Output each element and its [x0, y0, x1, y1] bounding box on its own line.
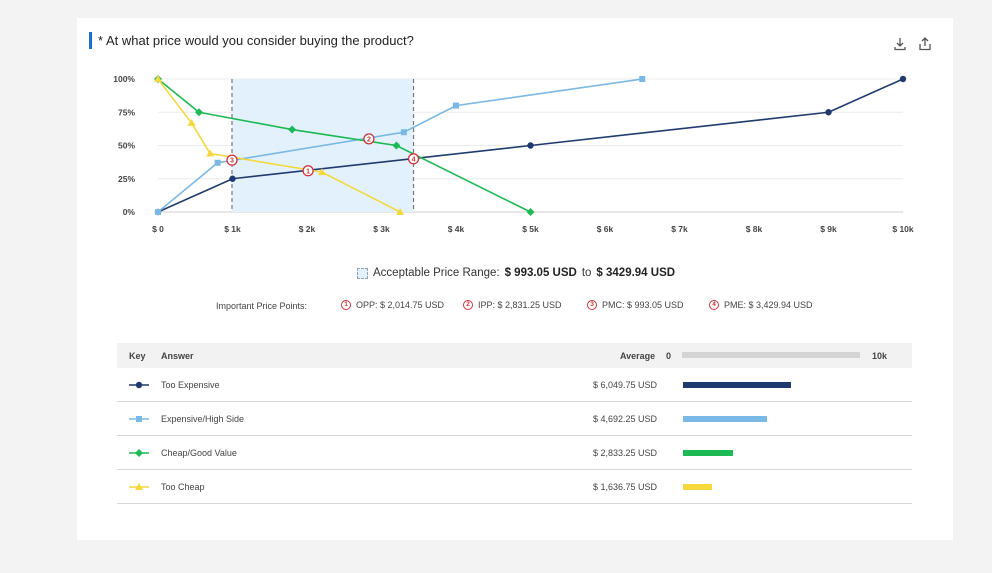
table-row: Too Cheap $ 1,636.75 USD: [117, 471, 912, 504]
header-answer: Answer: [161, 351, 194, 361]
header-scale-max: 10k: [872, 351, 888, 361]
data-point: [194, 108, 203, 117]
data-point: [136, 416, 142, 422]
table-header: Key Answer Average 0 10k: [117, 343, 912, 368]
price-point-opp: 1 OPP: $ 2,014.75 USD: [341, 300, 444, 310]
intersection-marker: [363, 133, 375, 145]
range-label: Acceptable Price Range:: [373, 267, 500, 279]
data-point: [135, 449, 143, 457]
row-average-bar: [683, 484, 713, 490]
data-point: [288, 125, 297, 134]
intersection-marker: [226, 154, 238, 166]
price-point-ipp: 2 IPP: $ 2,831.25 USD: [463, 300, 562, 310]
y-tick-label: 75%: [118, 107, 135, 117]
intersection-number: 3: [230, 158, 234, 165]
price-point-text: PMC: $ 993.05 USD: [602, 300, 684, 310]
price-point-number: 2: [463, 300, 473, 310]
row-answer: Expensive/High Side: [161, 414, 245, 424]
x-tick-label: $ 4k: [448, 224, 465, 234]
legend-key-icon: [129, 483, 149, 490]
data-point: [229, 175, 236, 182]
data-point: [135, 483, 143, 490]
price-point-number: 3: [587, 300, 597, 310]
header-key: Key: [129, 351, 146, 361]
data-point: [825, 109, 832, 116]
row-answer: Too Expensive: [161, 380, 220, 390]
table-row: Cheap/Good Value $ 2,833.25 USD: [117, 437, 912, 470]
data-point: [317, 168, 326, 176]
y-tick-label: 25%: [118, 174, 135, 184]
intersection-marker: [302, 165, 314, 177]
price-point-text: PME: $ 3,429.94 USD: [724, 300, 813, 310]
table-row: Expensive/High Side $ 4,692.25 USD: [117, 403, 912, 436]
price-point-pmc: 3 PMC: $ 993.05 USD: [587, 300, 684, 310]
x-tick-label: $ 3k: [373, 224, 390, 234]
x-tick-label: $ 8k: [746, 224, 763, 234]
data-point: [527, 142, 534, 149]
header-scale-min: 0: [666, 351, 672, 361]
title-accent-bar: [89, 32, 92, 49]
x-tick-label: $ 10k: [892, 224, 914, 234]
legend-key-icon: [129, 416, 149, 422]
data-point: [155, 209, 161, 215]
y-tick-label: 50%: [118, 141, 135, 151]
x-tick-label: $ 6k: [597, 224, 614, 234]
data-point: [453, 102, 459, 109]
data-point: [899, 75, 907, 83]
data-point: [206, 149, 215, 157]
x-tick-label: $ 9k: [820, 224, 837, 234]
x-tick-label: $ 0: [152, 224, 164, 234]
row-average: $ 6,049.75 USD: [593, 380, 658, 390]
data-point: [392, 141, 401, 150]
data-point: [214, 159, 221, 166]
data-point: [154, 75, 162, 82]
price-point-text: IPP: $ 2,831.25 USD: [478, 300, 562, 310]
range-low: $ 993.05 USD: [504, 267, 577, 279]
price-point-number: 1: [341, 300, 351, 310]
row-average: $ 4,692.25 USD: [593, 414, 658, 424]
chart-card: [77, 18, 953, 540]
x-tick-label: $ 1k: [224, 224, 241, 234]
row-average-bar: [683, 450, 734, 456]
price-point-pme: 4 PME: $ 3,429.94 USD: [709, 300, 813, 310]
header-scale-bar: [682, 352, 860, 358]
share-icon[interactable]: [918, 37, 932, 51]
intersection-number: 2: [367, 136, 371, 143]
data-point: [135, 381, 143, 389]
y-tick-label: 100%: [113, 74, 135, 84]
data-point: [639, 76, 646, 82]
intersection-number: 1: [306, 168, 310, 175]
row-answer: Too Cheap: [161, 482, 205, 492]
x-tick-label: $ 7k: [671, 224, 688, 234]
averages-table: Key Answer Average 0 10k Too Expensive $ …: [117, 343, 912, 504]
y-tick-label: 0%: [123, 207, 136, 217]
download-icon[interactable]: [893, 37, 907, 51]
row-average: $ 2,833.25 USD: [593, 448, 658, 458]
table-row: Too Expensive $ 6,049.75 USD: [117, 369, 912, 402]
range-to: to: [581, 267, 592, 279]
data-point: [526, 208, 535, 216]
x-tick-label: $ 5k: [522, 224, 539, 234]
range-swatch-icon: [357, 267, 368, 279]
important-points-label: Important Price Points:: [216, 301, 308, 311]
intersection-marker: [407, 153, 420, 165]
row-answer: Cheap/Good Value: [161, 448, 237, 458]
header-average: Average: [620, 351, 656, 361]
row-average: $ 1,636.75 USD: [593, 482, 658, 492]
price-point-number: 4: [709, 300, 719, 310]
data-point: [396, 208, 405, 215]
row-average-bar: [683, 416, 767, 422]
acceptable-price-range: Acceptable Price Range: $ 993.05 USD to …: [357, 267, 675, 279]
question-title: * At what price would you consider buyin…: [98, 33, 414, 48]
legend-key-icon: [129, 381, 149, 389]
x-tick-label: $ 2k: [299, 224, 316, 234]
price-point-text: OPP: $ 2,014.75 USD: [356, 300, 445, 310]
row-average-bar: [683, 382, 791, 388]
intersection-number: 4: [412, 156, 416, 163]
data-point: [400, 129, 407, 136]
range-high: $ 3429.94 USD: [596, 267, 676, 279]
data-point: [187, 118, 196, 126]
legend-key-icon: [129, 449, 149, 457]
